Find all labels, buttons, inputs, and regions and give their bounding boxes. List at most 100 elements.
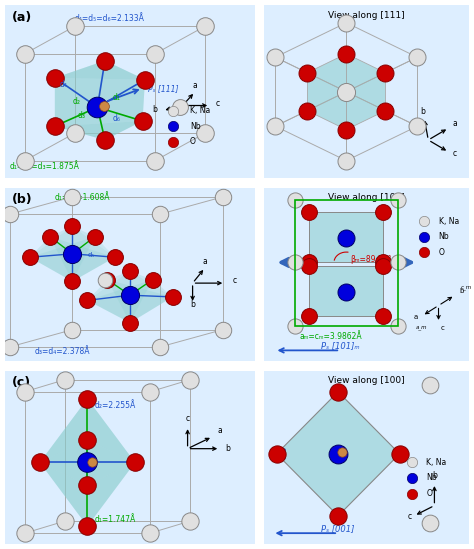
Text: d₅: d₅ — [87, 252, 95, 258]
Text: Pₛ [101]ₘ: Pₛ [101]ₘ — [321, 341, 359, 350]
Point — [413, 122, 421, 131]
Polygon shape — [55, 61, 105, 140]
Point — [69, 326, 76, 334]
Point — [94, 103, 101, 111]
Point — [396, 450, 403, 458]
Point — [21, 49, 28, 58]
Point — [104, 275, 111, 284]
Polygon shape — [105, 61, 145, 140]
Text: Pₛ [001]: Pₛ [001] — [321, 524, 355, 533]
Text: aₘ=cₘ=3.9862Å: aₘ=cₘ=3.9862Å — [299, 332, 362, 341]
Point — [51, 74, 59, 82]
Point — [46, 232, 54, 241]
Point — [69, 277, 76, 286]
Point — [394, 196, 401, 205]
Point — [169, 122, 176, 131]
Polygon shape — [87, 271, 173, 323]
Text: d₂: d₂ — [73, 97, 81, 106]
Point — [427, 518, 434, 527]
Point — [69, 193, 76, 201]
Polygon shape — [87, 271, 130, 300]
Point — [379, 311, 387, 320]
Point — [343, 49, 350, 58]
Point — [169, 293, 176, 301]
Point — [420, 232, 428, 241]
Point — [61, 376, 69, 384]
Polygon shape — [87, 399, 135, 485]
Text: K, Na: K, Na — [190, 106, 210, 115]
Point — [21, 388, 28, 396]
Point — [126, 291, 134, 300]
Text: Nb: Nb — [426, 473, 437, 483]
Point — [408, 474, 416, 483]
Point — [394, 322, 401, 330]
Text: View along [100]: View along [100] — [328, 376, 405, 385]
Text: O: O — [190, 137, 196, 146]
Polygon shape — [310, 266, 383, 316]
Point — [272, 53, 279, 61]
Text: K, Na: K, Na — [438, 216, 459, 226]
Text: b: b — [190, 300, 195, 309]
Point — [427, 380, 434, 389]
Text: View along [111]: View along [111] — [328, 10, 405, 20]
Text: βₘ=89.57°: βₘ=89.57° — [350, 255, 392, 264]
Point — [343, 156, 350, 165]
Text: Nb: Nb — [438, 232, 449, 241]
Text: d₄=d₅=d₆=2.133Å: d₄=d₅=d₆=2.133Å — [75, 14, 145, 23]
Point — [306, 311, 313, 320]
Text: (a): (a) — [12, 10, 33, 24]
Point — [6, 343, 14, 351]
Point — [334, 450, 342, 458]
Point — [338, 448, 346, 457]
Point — [176, 103, 184, 111]
Text: c_m: c_m — [461, 285, 472, 290]
Point — [306, 208, 313, 217]
Polygon shape — [277, 392, 400, 516]
Point — [83, 296, 91, 305]
Point — [343, 287, 350, 296]
Point — [101, 136, 109, 144]
Polygon shape — [30, 226, 115, 282]
Point — [156, 210, 164, 219]
Polygon shape — [87, 440, 135, 526]
Point — [101, 57, 109, 65]
Text: b: b — [459, 288, 464, 294]
Point — [343, 125, 350, 134]
Text: K, Na: K, Na — [426, 458, 447, 467]
Point — [413, 53, 421, 61]
Polygon shape — [40, 440, 87, 526]
Text: b: b — [432, 471, 437, 480]
Point — [6, 210, 14, 219]
Point — [131, 458, 139, 467]
Point — [83, 480, 91, 489]
Text: c: c — [440, 324, 445, 330]
Point — [408, 489, 416, 498]
Polygon shape — [87, 462, 135, 526]
Point — [219, 193, 227, 201]
Point — [126, 267, 134, 276]
Text: d₁: d₁ — [112, 93, 120, 102]
Point — [71, 128, 79, 137]
Text: View along [100]: View along [100] — [328, 193, 405, 203]
Point — [21, 156, 28, 165]
Point — [306, 261, 313, 270]
Text: d₃: d₃ — [77, 110, 85, 120]
Polygon shape — [73, 226, 115, 257]
Polygon shape — [40, 462, 87, 526]
Point — [126, 318, 134, 327]
Point — [291, 196, 299, 205]
Polygon shape — [130, 271, 173, 297]
Point — [379, 258, 387, 267]
Text: b: b — [225, 444, 230, 453]
Point — [111, 253, 119, 262]
Text: d₁=d₂=1.608Å: d₁=d₂=1.608Å — [55, 193, 110, 203]
Text: O: O — [438, 248, 445, 256]
Text: d₁=1.747Å: d₁=1.747Å — [95, 515, 136, 524]
Polygon shape — [108, 279, 173, 323]
Text: a_m: a_m — [416, 324, 428, 329]
Point — [420, 217, 428, 226]
Point — [51, 122, 59, 131]
Point — [408, 458, 416, 467]
Text: d₄: d₄ — [112, 259, 119, 265]
Text: d₂=2.255Å: d₂=2.255Å — [95, 401, 136, 410]
